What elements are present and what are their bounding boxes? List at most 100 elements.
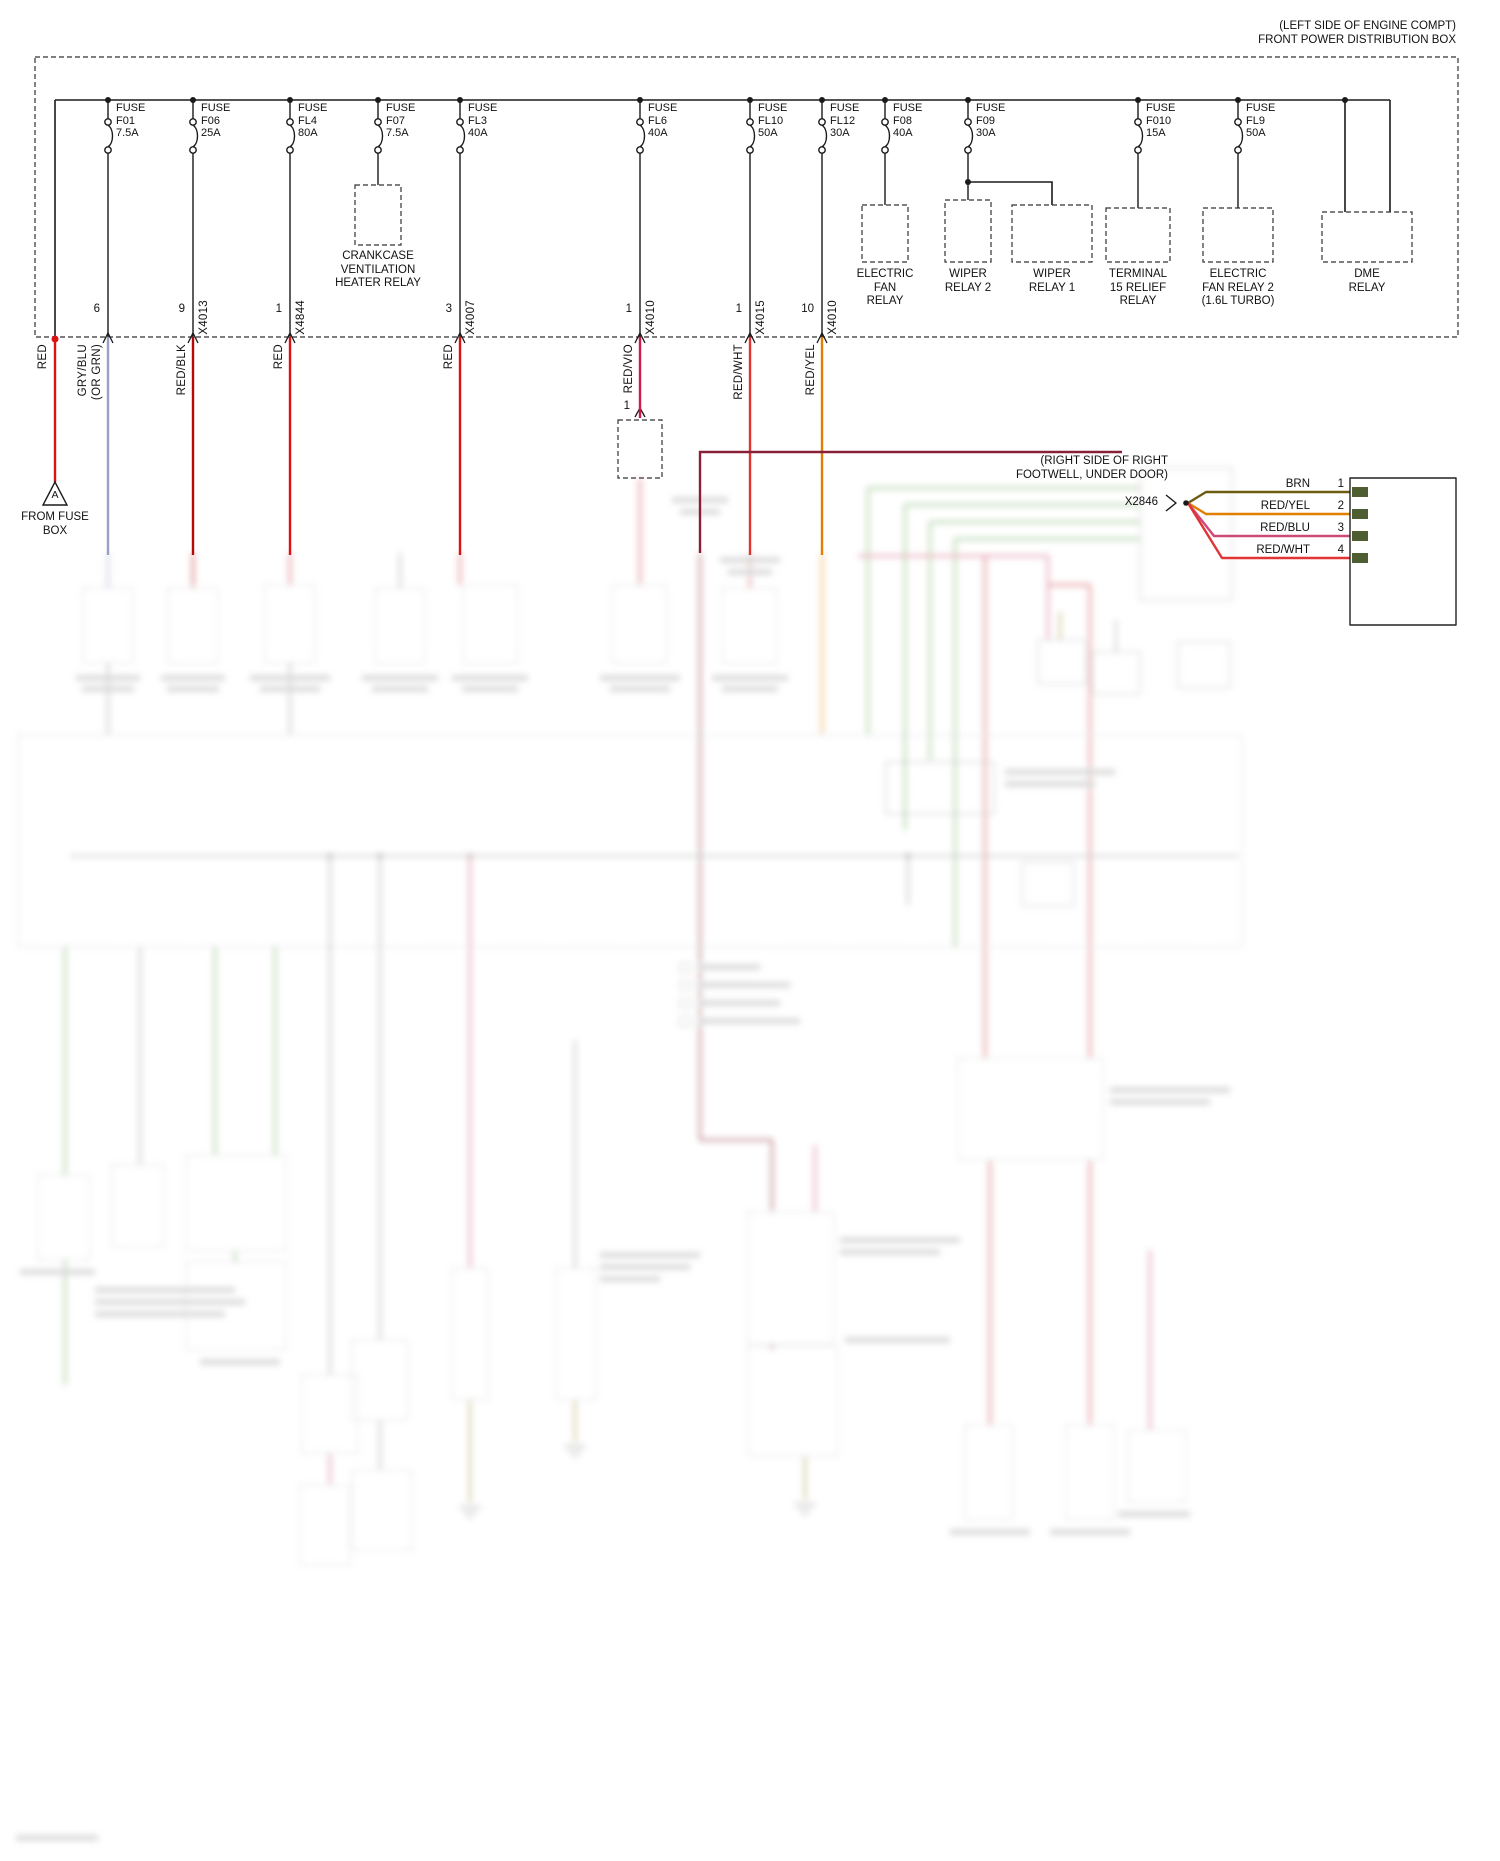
fuse-f08-symbol <box>884 100 891 205</box>
fuse-label-fl10: FUSE FL10 50A <box>758 102 788 139</box>
electric-fan-relay-2-box <box>1202 207 1274 263</box>
connector-label-f06: X4013 <box>198 300 210 335</box>
fuse-label-fl6: FUSE FL6 40A <box>648 102 678 139</box>
terminal-15-relief-relay-box <box>1105 207 1171 263</box>
distribution-box-outline <box>34 56 1459 338</box>
blurred-diagram-region <box>16 467 1243 1841</box>
triangle-a-letter: A <box>51 489 59 501</box>
wire-color-label-gry-blu: GRY/BLU <box>77 344 89 397</box>
fuse-label-fl4: FUSE FL4 80A <box>298 102 328 139</box>
footwell-pin-2: 2 <box>1337 500 1344 512</box>
footwell-pin-1: 1 <box>1337 478 1344 490</box>
fuse-f06-symbol <box>192 100 199 337</box>
wire-color-label-feed-red: RED <box>37 344 49 370</box>
fuse-label-fl9: FUSE FL9 50A <box>1246 102 1276 139</box>
wire-brn-row <box>1187 490 1350 505</box>
exit-pin-fl3: 3 <box>445 303 452 315</box>
terminal-15-relief-relay-label: TERMINAL 15 RELIEF RELAY <box>1108 268 1168 307</box>
exit-pin-fl4: 1 <box>275 303 282 315</box>
wire-color-label-or-grn: (OR GRN) <box>91 344 103 401</box>
x2846-connector-dot <box>1183 500 1189 506</box>
fuse-f09-symbol <box>967 100 974 200</box>
fuse-label-f010: FUSE F010 15A <box>1146 102 1176 139</box>
fl6-component-box <box>617 419 663 479</box>
dme-relay-box <box>1321 211 1413 263</box>
fuse-label-f06: FUSE F06 25A <box>201 102 231 139</box>
wire-red-yel-row <box>1187 501 1350 516</box>
fuse-f010-symbol <box>1137 100 1144 208</box>
engine-compartment-note: (LEFT SIDE OF ENGINE COMPT) FRONT POWER … <box>1056 20 1456 47</box>
wiper-relay-1-label: WIPER RELAY 1 <box>1028 268 1076 294</box>
exit-connector-chevrons <box>102 331 828 418</box>
connector-label-fl6: X4010 <box>645 300 657 335</box>
connector-label-fl4: X4844 <box>295 300 307 335</box>
footwell-wire-label-red-yel: RED/YEL <box>1260 500 1310 512</box>
fuse-label-fl3: FUSE FL3 40A <box>468 102 498 139</box>
electric-fan-relay-2-label: ELECTRIC FAN RELAY 2 (1.6L TURBO) <box>1201 268 1275 307</box>
sub-pin-fl6-component: 1 <box>623 400 630 412</box>
wire-color-label-red-yel: RED/YEL <box>805 344 817 396</box>
fuse-label-fl12: FUSE FL12 30A <box>830 102 860 139</box>
exit-pin-f06: 9 <box>178 303 185 315</box>
fuse-label-f07: FUSE F07 7.5A <box>386 102 416 139</box>
wire-color-label-red-fl4: RED <box>273 344 285 370</box>
engine-compartment-note-line1: (LEFT SIDE OF ENGINE COMPT) <box>1279 20 1456 32</box>
fuse-fl3-symbol <box>459 100 466 337</box>
distribution-box-structure <box>34 56 1459 338</box>
wiper-relay-2-label: WIPER RELAY 2 <box>944 268 992 294</box>
electric-fan-relay-label: ELECTRIC FAN RELAY <box>856 268 914 307</box>
x2846-connector-chevron <box>1165 494 1177 512</box>
from-fuse-box-label: FROM FUSE BOX <box>21 511 89 537</box>
wire-color-label-red-wht: RED/WHT <box>733 344 745 400</box>
fuse-fl9-symbol <box>1237 100 1244 208</box>
footwell-pin-4: 4 <box>1337 544 1344 556</box>
fuse-f01-symbol <box>107 100 114 337</box>
footwell-wire-label-brn: BRN <box>1285 478 1310 490</box>
fuse-fl6-symbol <box>639 100 646 337</box>
connector-label-fl10: X4015 <box>755 300 767 335</box>
dme-feed-lines <box>1344 100 1391 212</box>
crankcase-heater-relay-label: CRANKCASE VENTILATION HEATER RELAY <box>335 250 421 289</box>
relay-boxes <box>354 184 1413 479</box>
exit-wires <box>51 335 1122 555</box>
wire-red-wht-row <box>1186 502 1350 560</box>
footwell-wire-label-red-wht: RED/WHT <box>1256 544 1310 556</box>
fuse-fl10-symbol <box>749 100 756 337</box>
distribution-box-title: FRONT POWER DISTRIBUTION BOX <box>1258 33 1456 46</box>
exit-pin-f01: 6 <box>93 303 100 315</box>
feed-source-symbol <box>41 480 69 506</box>
triangle-a-symbol <box>41 480 69 506</box>
fuse-label-f09: FUSE F09 30A <box>976 102 1006 139</box>
fuse-label-f01: FUSE F01 7.5A <box>116 102 146 139</box>
footwell-junction-box <box>1349 477 1457 626</box>
fuse-fl12-symbol <box>821 100 828 337</box>
connector-label-fl3: X4007 <box>465 300 477 335</box>
wire-color-label-red-fl3: RED <box>443 344 455 370</box>
wire-red-blu-row <box>1187 502 1350 538</box>
wiper-relay-2-box <box>944 199 992 263</box>
wire-color-label-red-vio: RED/VIO <box>623 344 635 394</box>
dme-relay-label: DME RELAY <box>1348 268 1386 294</box>
footwell-wires <box>1165 477 1457 626</box>
electric-fan-relay-box <box>861 204 909 263</box>
fuse-label-f08: FUSE F08 40A <box>893 102 923 139</box>
footwell-wire-label-red-blu: RED/BLU <box>1260 522 1310 534</box>
exit-pin-fl12: 10 <box>801 303 814 315</box>
f09-branch-line <box>968 181 1053 205</box>
fuse-symbols <box>104 100 1244 337</box>
footwell-connector-id: X2846 <box>1124 496 1158 508</box>
fuse-f07-symbol <box>377 100 384 185</box>
exit-pin-fl6: 1 <box>625 303 632 315</box>
exit-pin-fl10: 1 <box>735 303 742 315</box>
footwell-location-note: (RIGHT SIDE OF RIGHT FOOTWELL, UNDER DOO… <box>1015 455 1168 481</box>
feed-junction-dot <box>51 335 59 343</box>
connector-label-fl12: X4010 <box>827 300 839 335</box>
wire-maroon-elbow <box>698 450 1122 553</box>
footwell-terminal-stubs <box>1352 487 1368 563</box>
footwell-pin-3: 3 <box>1337 522 1344 534</box>
fuse-fl4-symbol <box>289 100 296 337</box>
wiper-relay-1-box <box>1011 204 1093 263</box>
crankcase-heater-relay-box <box>354 184 402 246</box>
